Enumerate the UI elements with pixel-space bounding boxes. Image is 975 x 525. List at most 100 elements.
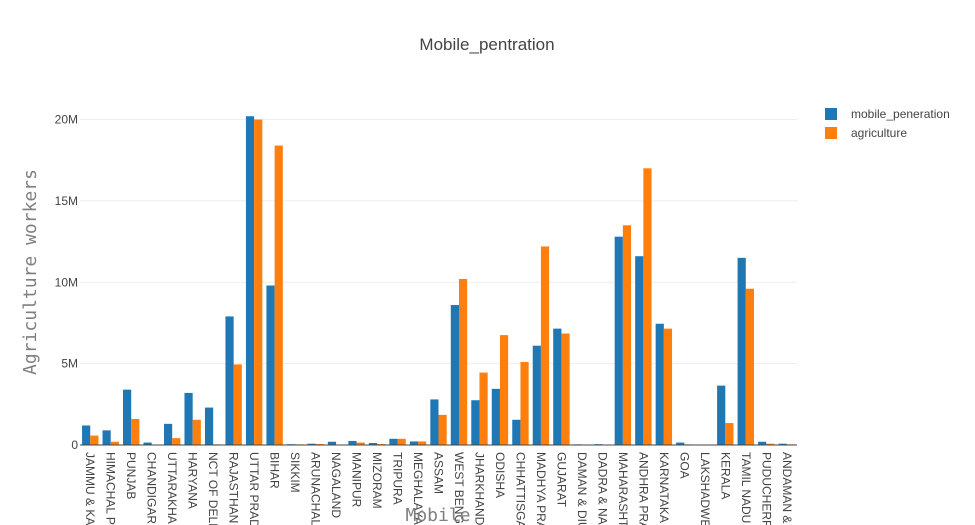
x-tick-label: BIHAR xyxy=(268,452,282,489)
y-axis-ticks: 0 5M 10M 15M 20M xyxy=(55,113,79,453)
bar-agriculture[interactable] xyxy=(233,364,242,445)
bar-mobile-peneration[interactable] xyxy=(676,442,685,445)
bar-agriculture[interactable] xyxy=(356,442,365,445)
bar-agriculture[interactable] xyxy=(254,119,263,446)
x-tick-label: LAKSHADWE xyxy=(698,452,712,525)
legend-label[interactable]: agriculture xyxy=(851,126,907,140)
bar-agriculture[interactable] xyxy=(561,333,570,445)
bar-mobile-peneration[interactable] xyxy=(717,385,726,445)
bar-mobile-peneration[interactable] xyxy=(614,236,623,445)
bar-mobile-peneration[interactable] xyxy=(163,423,173,445)
x-tick-label: DADRA & NA xyxy=(595,452,609,525)
x-tick-label: JHARKHAND xyxy=(472,452,486,525)
x-tick-label: KARNATAKA xyxy=(657,452,671,523)
x-tick-label: SIKKIM xyxy=(288,452,302,493)
x-tick-label: MADHYA PRA xyxy=(534,452,548,525)
bar-agriculture[interactable] xyxy=(643,168,652,445)
bar-agriculture[interactable] xyxy=(110,441,119,445)
bar-mobile-peneration[interactable] xyxy=(471,400,480,445)
y-tick-label: 0 xyxy=(71,438,78,452)
bar-mobile-peneration[interactable] xyxy=(512,419,521,445)
bar-agriculture[interactable] xyxy=(499,335,509,445)
bar-mobile-peneration[interactable] xyxy=(655,323,664,445)
x-tick-label: CHANDIGAR xyxy=(145,452,159,524)
bar-mobile-peneration[interactable] xyxy=(635,256,644,445)
x-tick-label: TAMIL NADU xyxy=(739,452,753,523)
legend[interactable]: mobile_peneration agriculture xyxy=(825,107,950,140)
chart-title: Mobile_pentration xyxy=(419,35,554,54)
x-tick-label: TRIPURA xyxy=(391,452,405,505)
bar-mobile-peneration[interactable] xyxy=(143,442,152,445)
bar-agriculture[interactable] xyxy=(745,288,754,445)
bar-mobile-peneration[interactable] xyxy=(82,425,91,445)
bar-mobile-peneration[interactable] xyxy=(758,441,767,445)
x-tick-label: PUNJAB xyxy=(124,452,138,499)
x-tick-label: GUJARAT xyxy=(554,452,568,508)
x-tick-label: DAMAN & DIU xyxy=(575,452,589,525)
bar-mobile-peneration[interactable] xyxy=(368,443,378,445)
bar-mobile-peneration[interactable] xyxy=(327,441,337,445)
x-axis-title: Mobile xyxy=(405,505,470,525)
x-tick-label: JAMMU & KA xyxy=(83,452,97,525)
bar-mobile-peneration[interactable] xyxy=(102,430,111,445)
bar-agriculture[interactable] xyxy=(663,328,673,445)
bar-mobile-peneration[interactable] xyxy=(450,305,459,445)
bar-agriculture[interactable] xyxy=(540,246,550,445)
bar-mobile-peneration[interactable] xyxy=(778,443,787,445)
legend-swatch[interactable] xyxy=(825,127,837,139)
bar-mobile-peneration[interactable] xyxy=(348,440,357,445)
x-tick-label: UTTARAKHA xyxy=(165,452,179,524)
bar-agriculture[interactable] xyxy=(479,372,488,445)
bar-mobile-peneration[interactable] xyxy=(430,399,439,445)
x-tick-label: HARYANA xyxy=(186,452,200,509)
x-tick-label: RAJASTHAN xyxy=(227,452,241,523)
bar-agriculture[interactable] xyxy=(438,414,447,445)
x-tick-label: ANDHRA PRA xyxy=(636,452,650,525)
x-tick-label: CHHATTISGA xyxy=(513,452,527,525)
bar-mobile-peneration[interactable] xyxy=(307,443,316,445)
bar-mobile-peneration[interactable] xyxy=(184,392,193,445)
bar-mobile-peneration[interactable] xyxy=(204,407,214,445)
bar-agriculture[interactable] xyxy=(458,278,468,445)
y-tick-label: 20M xyxy=(55,113,78,127)
x-tick-label: WEST BENG xyxy=(452,452,466,524)
bar-mobile-peneration[interactable] xyxy=(737,257,746,445)
bars xyxy=(82,116,795,446)
bar-mobile-peneration[interactable] xyxy=(491,388,500,445)
legend-swatch[interactable] xyxy=(825,108,837,120)
bar-mobile-peneration[interactable] xyxy=(245,116,255,446)
bar-agriculture[interactable] xyxy=(131,418,140,445)
bar-mobile-peneration[interactable] xyxy=(409,441,419,445)
x-tick-label: MIZORAM xyxy=(370,452,384,509)
x-tick-label: KERALA xyxy=(718,452,732,499)
x-tick-label: MEGHALAYA xyxy=(411,452,425,525)
bar-mobile-peneration[interactable] xyxy=(389,438,398,445)
gridlines xyxy=(80,119,797,365)
x-tick-label: MANIPUR xyxy=(350,452,364,508)
bar-agriculture[interactable] xyxy=(418,441,427,445)
bar-agriculture[interactable] xyxy=(766,443,775,445)
x-tick-label: NAGALAND xyxy=(329,452,343,518)
x-tick-label: ODISHA xyxy=(493,452,507,498)
bar-agriculture[interactable] xyxy=(274,145,283,446)
bar-mobile-peneration[interactable] xyxy=(123,389,132,445)
bar-agriculture[interactable] xyxy=(397,438,406,445)
bar-agriculture[interactable] xyxy=(172,438,181,445)
y-axis-title: Agriculture workers xyxy=(20,169,41,375)
bar-mobile-peneration[interactable] xyxy=(266,285,275,445)
legend-label[interactable]: mobile_peneration xyxy=(851,107,950,121)
bar-mobile-peneration[interactable] xyxy=(553,328,562,445)
y-tick-label: 15M xyxy=(55,194,78,208)
x-tick-label: HIMACHAL P xyxy=(104,452,118,525)
bar-mobile-peneration[interactable] xyxy=(225,316,234,445)
bar-agriculture[interactable] xyxy=(520,361,529,445)
x-tick-label: ANDAMAN & xyxy=(780,452,794,523)
bar-mobile-peneration[interactable] xyxy=(532,345,541,445)
bar-agriculture[interactable] xyxy=(90,435,99,445)
bar-agriculture[interactable] xyxy=(725,423,734,445)
bar-agriculture[interactable] xyxy=(192,419,201,445)
x-tick-label: MAHARASHT xyxy=(616,452,630,525)
x-tick-label: ARUNACHAL xyxy=(309,452,323,525)
bar-agriculture[interactable] xyxy=(622,225,632,445)
